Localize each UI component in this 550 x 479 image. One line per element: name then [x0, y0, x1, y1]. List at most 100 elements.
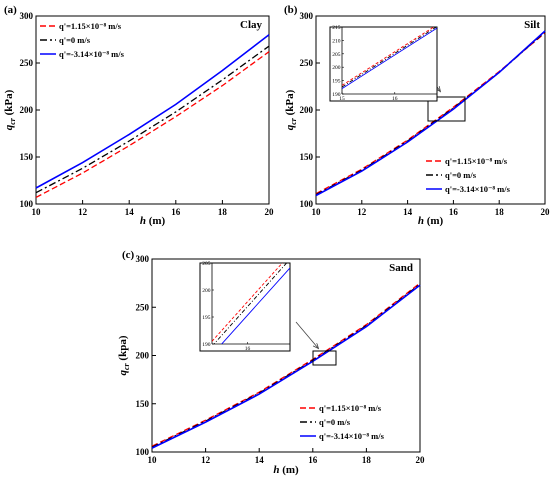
inset-series-line-2	[342, 27, 437, 88]
series-line-3	[315, 30, 546, 197]
y-tick-label: 250	[20, 58, 34, 68]
inset-x-tick-label: 16	[245, 346, 251, 352]
y-tick-label: 150	[20, 152, 34, 162]
inset-y-tick-label: 195	[202, 315, 211, 321]
panel-label: (c)	[122, 249, 135, 261]
inset-y-tick-label: 205	[332, 52, 341, 58]
x-tick-label: 18	[218, 207, 228, 217]
x-axis-label-unit: (m)	[146, 215, 166, 227]
legend: q'=1.15×10⁻⁸ m/s q'=0 m/s q'=-3.14×10⁻⁸ m/…	[426, 156, 511, 194]
y-axis-label-sub: cr	[8, 117, 17, 125]
inset-y-tick-label: 200	[332, 65, 341, 71]
x-tick-label: 18	[495, 207, 505, 217]
x-axis-label: h (m)	[273, 464, 299, 476]
soil-annotation: Clay	[240, 19, 263, 31]
x-tick-label: 12	[357, 207, 367, 217]
y-tick-label: 250	[300, 58, 314, 68]
x-tick-label: 10	[32, 207, 42, 217]
inset-series-line-3	[342, 27, 437, 89]
zoom-box	[312, 350, 337, 366]
series-line-3	[151, 284, 421, 449]
inset-y-tick-label: 190	[202, 342, 211, 348]
x-axis-label-var: h	[140, 215, 146, 227]
chart-panel-2: 10 12 14 16 18 20 100 150 200 250 300(b) Silt h (m) q…	[284, 4, 550, 227]
x-tick-label: 14	[255, 455, 265, 465]
inset-y-tick-label: 205	[202, 261, 211, 267]
y-tick-label: 300	[20, 11, 34, 21]
x-tick-label: 16	[171, 207, 181, 217]
y-tick-label: 200	[300, 105, 314, 115]
series-line-3	[35, 34, 270, 189]
y-axis-label: qcr (kpa)	[117, 335, 131, 375]
x-tick-label: 12	[201, 455, 211, 465]
chart-panel-1: 10 12 14 16 18 20 100 150 200 250 300(a) Clay h (m) q…	[3, 4, 274, 227]
x-axis-label-var: h	[273, 464, 279, 476]
inset: 15 16 190 195 200 205 210 215	[329, 25, 438, 102]
inset-series-line-1	[342, 27, 435, 86]
y-tick-label: 200	[20, 105, 34, 115]
soil-annotation: Silt	[524, 19, 540, 31]
legend: q'=1.15×10⁻⁸ m/s q'=0 m/s q'=-3.14×10⁻⁸ m/…	[300, 403, 385, 441]
inset-series-line-2	[213, 263, 288, 344]
series-line-1	[35, 51, 270, 198]
legend-entry: q'=-3.14×10⁻⁸ m/s	[445, 184, 511, 194]
y-tick-label: 300	[136, 254, 150, 264]
x-tick-label: 18	[362, 455, 372, 465]
y-axis-label-unit: (kpa)	[117, 335, 129, 363]
x-tick-label: 20	[265, 207, 275, 217]
y-axis-label: qcr (kPa)	[284, 89, 298, 130]
y-tick-label: 100	[300, 199, 314, 209]
legend-entry: q'=-3.14×10⁻⁸ m/s	[319, 431, 385, 441]
legend: q'=1.15×10⁻⁸ m/s q'=0 m/s q'=-3.14×10⁻⁸ m/…	[40, 21, 125, 59]
x-tick-label: 16	[308, 455, 318, 465]
y-tick-label: 100	[20, 199, 34, 209]
y-axis-label-unit: (kPa)	[284, 89, 296, 118]
zoom-box	[427, 96, 466, 122]
x-axis-label-var: h	[418, 215, 424, 227]
inset-y-tick-label: 190	[332, 92, 341, 98]
y-axis-label-sub: cr	[289, 117, 298, 125]
x-tick-label: 16	[449, 207, 459, 217]
inset-y-tick-label: 195	[332, 79, 341, 85]
x-tick-label: 14	[125, 207, 135, 217]
y-axis-label-sub: cr	[122, 362, 131, 370]
inset-series-line-1	[212, 263, 283, 342]
y-tick-label: 200	[136, 351, 150, 361]
legend-entry: q'=1.15×10⁻⁸ m/s	[59, 21, 122, 31]
chart-panel-3: 10 12 14 16 18 20 100 150 200 250 300(c) Sand h (m) q…	[117, 249, 425, 476]
x-axis-label-unit: (m)	[279, 464, 299, 476]
legend-entry: q'=0 m/s	[59, 35, 91, 45]
inset: 16 190 195 200 205	[199, 261, 291, 352]
x-tick-label: 10	[312, 207, 322, 217]
inset-y-tick-label: 200	[202, 288, 211, 294]
y-axis-label-var: q	[284, 124, 296, 130]
x-axis-label: h (m)	[418, 215, 444, 227]
legend-entry: q'=1.15×10⁻⁸ m/s	[319, 403, 382, 413]
x-axis-label: h (m)	[140, 215, 166, 227]
y-axis-label-var: q	[3, 124, 15, 130]
y-tick-label: 150	[136, 399, 150, 409]
y-axis-label-unit: (kPa)	[3, 89, 15, 118]
inset-y-tick-label: 215	[332, 25, 341, 31]
inset-frame	[199, 262, 291, 352]
y-tick-label: 150	[300, 152, 314, 162]
y-tick-label: 300	[300, 11, 314, 21]
y-axis-label-var: q	[117, 369, 129, 375]
inset-x-tick-label: 16	[392, 96, 398, 102]
series-line-1	[151, 282, 421, 447]
legend-entry: q'=1.15×10⁻⁸ m/s	[445, 156, 508, 166]
x-axis-label-unit: (m)	[424, 215, 444, 227]
panel-label: (b)	[284, 4, 298, 16]
y-tick-label: 250	[136, 302, 150, 312]
inset-x-tick-label: 15	[339, 96, 345, 102]
x-tick-label: 20	[416, 455, 426, 465]
legend-entry: q'=0 m/s	[445, 170, 477, 180]
x-tick-label: 20	[541, 207, 550, 217]
series-line-2	[35, 45, 270, 194]
inset-series-line-3	[221, 267, 290, 344]
zoom-arrow	[295, 321, 318, 348]
x-tick-label: 14	[403, 207, 413, 217]
panel-label: (a)	[4, 4, 17, 16]
x-tick-label: 12	[78, 207, 88, 217]
